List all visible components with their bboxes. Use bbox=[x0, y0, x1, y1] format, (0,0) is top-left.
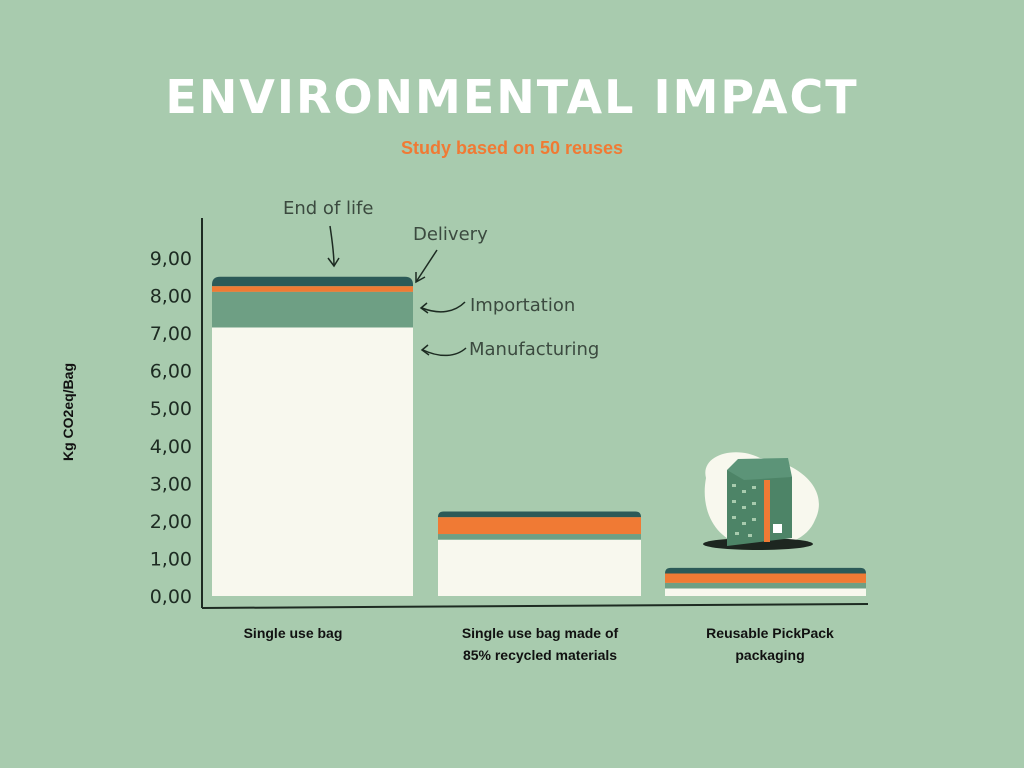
bars-group bbox=[212, 276, 866, 596]
category-label-single-use: Single use bag bbox=[183, 622, 403, 644]
bar-segment-importation bbox=[438, 534, 641, 540]
y-tick-label: 0,00 bbox=[150, 586, 192, 608]
y-tick-label: 4,00 bbox=[150, 436, 192, 458]
y-tick-label: 6,00 bbox=[150, 361, 192, 383]
pickpack-bag-illustration bbox=[703, 452, 819, 550]
category-label-line: Reusable PickPack bbox=[706, 625, 834, 641]
y-tick-label: 8,00 bbox=[150, 286, 192, 308]
page-title: ENVIRONMENTAL IMPACT bbox=[165, 70, 859, 124]
annotation-arrows bbox=[327, 225, 467, 357]
y-tick-label: 3,00 bbox=[150, 473, 192, 495]
bar-segment-importation bbox=[665, 582, 866, 589]
bar-segment-end-of-life bbox=[665, 567, 866, 574]
category-label-line: packaging bbox=[735, 647, 805, 663]
category-label-line: 85% recycled materials bbox=[462, 647, 618, 663]
annotation-importation: Importation bbox=[470, 295, 576, 316]
annotation-delivery: Delivery bbox=[413, 224, 488, 245]
delivery-arrow bbox=[415, 249, 438, 283]
end-of-life-arrow bbox=[329, 225, 335, 267]
annotation-manufacturing: Manufacturing bbox=[469, 339, 600, 360]
y-ticks-group: 0,00 1,00 2,00 3,00 4,00 5,00 6,00 7,00 8,00 9,00 bbox=[150, 248, 192, 608]
bar-segment-end-of-life bbox=[438, 511, 641, 518]
y-tick-label: 7,00 bbox=[150, 323, 192, 345]
axes bbox=[201, 218, 869, 609]
bar-segment-manufacturing bbox=[438, 539, 641, 596]
bar-segment-delivery bbox=[438, 517, 641, 535]
bar-segment-manufacturing bbox=[665, 588, 866, 596]
importation-arrow bbox=[421, 301, 466, 313]
category-label-line: Single use bag made of bbox=[461, 625, 619, 641]
bar-segment-delivery bbox=[212, 286, 413, 292]
manufacturing-arrow bbox=[422, 347, 467, 357]
category-label-line: Single use bag bbox=[243, 625, 343, 641]
y-tick-label: 1,00 bbox=[150, 548, 192, 570]
annotation-end-of-life: End of life bbox=[283, 198, 374, 219]
bar-segment-delivery bbox=[665, 573, 866, 583]
bar-segment-importation bbox=[212, 291, 413, 328]
page-subtitle: Study based on 50 reuses bbox=[400, 138, 624, 158]
y-tick-label: 9,00 bbox=[150, 248, 192, 270]
category-label-pickpack: Reusable PickPack packaging bbox=[660, 622, 880, 666]
bar-segment-end-of-life bbox=[212, 276, 413, 287]
category-label-recycled: Single use bag made of 85% recycled mate… bbox=[430, 622, 650, 666]
y-tick-label: 2,00 bbox=[150, 511, 192, 533]
y-tick-label: 5,00 bbox=[150, 398, 192, 420]
x-axis-line bbox=[201, 603, 869, 609]
bar-segment-manufacturing bbox=[212, 327, 413, 596]
